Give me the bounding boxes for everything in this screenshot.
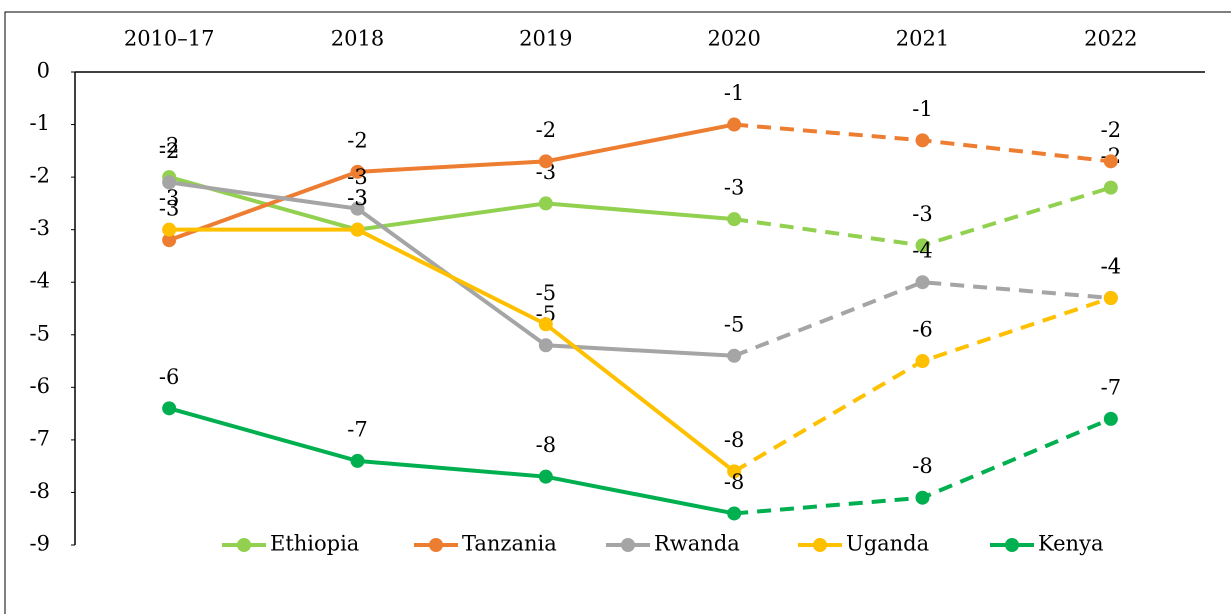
series-line [168,406,735,516]
series-line [168,122,735,243]
point [350,453,365,468]
x-tick-label: 2020 [707,27,760,51]
y-tick-label: -7 [30,426,50,450]
point [350,222,365,237]
point [915,354,930,369]
data-label: -3 [159,197,179,221]
data-label: -7 [1101,375,1121,399]
legend-marker [1005,538,1019,552]
data-label: -3 [347,186,367,210]
y-tick-label: 0 [37,59,50,83]
data-label: -4 [912,239,932,263]
data-label: -7 [347,417,367,441]
legend-marker [237,538,251,552]
data-label: -2 [1101,118,1121,142]
y-tick-label: -4 [30,269,50,293]
series-line [168,175,735,232]
point [915,275,930,290]
legend-label: Kenya [1038,532,1103,556]
legend-label: Ethiopia [270,532,359,556]
y-tick-label: -2 [30,164,50,188]
point [162,175,177,190]
y-tick-label: -1 [30,111,50,135]
legend-label: Uganda [846,532,929,556]
data-label: -5 [724,312,744,336]
x-tick-label: 2021 [896,27,949,51]
data-label: -2 [347,128,367,152]
y-tick-label: -9 [30,532,50,556]
x-tick-label: 2010–17 [124,27,215,51]
data-label: -8 [912,454,932,478]
data-label: -8 [536,433,556,457]
chart-frame [4,11,1231,614]
point [1103,154,1118,169]
point [162,222,177,237]
data-label: -3 [724,176,744,200]
point [1103,180,1118,195]
legend-marker [429,538,443,552]
y-tick-label: -8 [30,479,50,503]
point [538,338,553,353]
data-label: -1 [724,81,744,105]
point [538,469,553,484]
data-label: -3 [912,202,932,226]
x-tick-label: 2022 [1084,27,1137,51]
point [727,212,742,227]
projection-line [733,280,1111,358]
point [538,154,553,169]
point [915,238,930,253]
data-label: -3 [347,165,367,189]
y-tick-label: -5 [30,321,50,345]
legend-marker [813,538,827,552]
data-label: -8 [724,470,744,494]
data-label: -6 [912,318,932,342]
point [727,348,742,363]
legend-label: Rwanda [654,532,740,556]
point [727,506,742,521]
data-label: -2 [536,118,556,142]
point [1103,411,1118,426]
x-tick-label: 2019 [519,27,572,51]
x-tick-label: 2018 [331,27,384,51]
data-label: -4 [1101,254,1121,278]
point [350,164,365,179]
y-tick-label: -6 [30,374,50,398]
point [162,401,177,416]
y-tick-label: -3 [30,216,50,240]
point [727,117,742,132]
point [162,233,177,248]
data-label: -5 [536,281,556,305]
point [727,464,742,479]
legend-label: Tanzania [462,532,557,556]
data-label: -2 [159,139,179,163]
data-label: -2 [159,134,179,158]
data-label: -1 [912,97,932,121]
point [538,317,553,332]
point [538,196,553,211]
legend-marker [621,538,635,552]
point [915,490,930,505]
point [350,201,365,216]
point [1103,290,1118,305]
series-line [169,227,736,473]
data-label: -3 [159,186,179,210]
data-label: -6 [159,365,179,389]
data-label: -4 [1101,254,1121,278]
data-label: -8 [724,428,744,452]
point [915,133,930,148]
